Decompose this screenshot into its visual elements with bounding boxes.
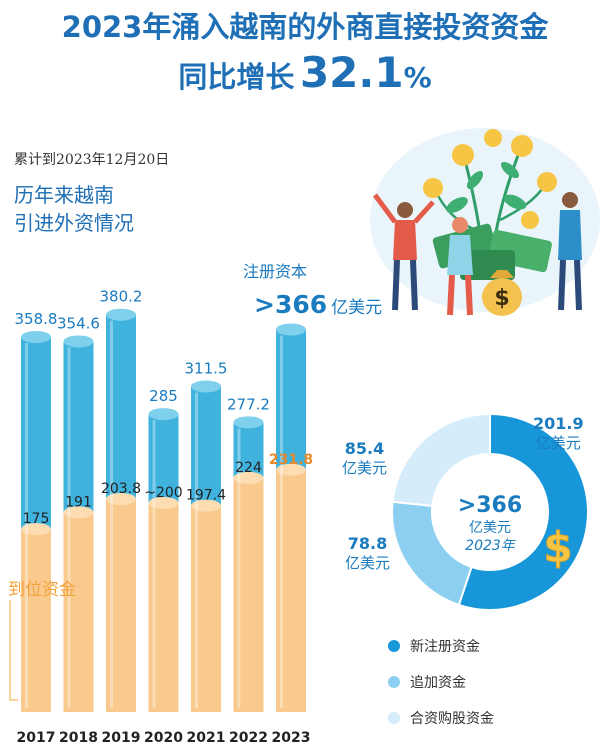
registered-total-value: >366 bbox=[254, 290, 328, 319]
growth-text: 同比增长 bbox=[178, 60, 295, 94]
registered-value-label-2019: 380.2 bbox=[100, 288, 143, 306]
svg-text:$: $ bbox=[494, 286, 509, 311]
slice-value-mna: 85.4 bbox=[344, 439, 385, 458]
bar-shine-2019 bbox=[110, 320, 113, 708]
bar-shine-2021 bbox=[195, 392, 198, 708]
bar-cap-registered-2019 bbox=[106, 308, 136, 321]
donut-center-value: >366 bbox=[458, 493, 522, 518]
bar-shine-2020 bbox=[152, 420, 156, 708]
bar-cap-paid-2021 bbox=[191, 499, 221, 512]
paid-value-label-2017: 175 bbox=[23, 511, 50, 527]
bar-cap-paid-2022 bbox=[233, 471, 264, 484]
donut-chart: >366 亿美元 2023年 $ bbox=[390, 412, 590, 616]
legend-label-new: 新注册资金 bbox=[410, 639, 480, 655]
bar-cap-paid-2023 bbox=[276, 463, 306, 476]
slice-unit-add: 亿美元 bbox=[345, 554, 391, 572]
subtitle-line-2: 引进外资情况 bbox=[14, 211, 134, 235]
slice-unit-new: 亿美元 bbox=[535, 434, 581, 452]
bar-paid-2017 bbox=[21, 529, 51, 712]
dollar-icon: $ bbox=[543, 523, 572, 572]
paid-value-label-2019: 203.8 bbox=[101, 481, 141, 497]
donut-center-year: 2023年 bbox=[465, 538, 517, 554]
bar-paid-2019 bbox=[106, 499, 136, 712]
bar-shine-2022 bbox=[237, 428, 241, 708]
x-tick-label-2018: 2018 bbox=[59, 730, 98, 746]
person-left bbox=[372, 193, 435, 311]
subtitle-line-1: 历年来越南 bbox=[14, 183, 114, 207]
legend-dot-add bbox=[388, 676, 400, 688]
legend-item-add: 追加资金 bbox=[388, 664, 494, 700]
paid-capital-label: 到位资金 bbox=[8, 580, 76, 600]
bar-cap-registered-2022 bbox=[233, 416, 264, 429]
bar-chart: 358.8 175 2017 354.6 191 2018 380.2 203.8 2019 28… bbox=[9, 288, 313, 746]
donut-slice-0 bbox=[457, 412, 589, 611]
bar-shine-2017 bbox=[25, 343, 28, 708]
registered-value-label-2017: 358.8 bbox=[15, 310, 58, 328]
bar-shine-2018 bbox=[67, 347, 71, 708]
legend-item-mna: 合资购股资金 bbox=[388, 700, 494, 736]
money-bag-icon: $ bbox=[482, 270, 522, 316]
subtitle: 历年来越南 引进外资情况 bbox=[14, 181, 134, 237]
x-tick-label-2017: 2017 bbox=[17, 730, 56, 746]
bar-shine-2023 bbox=[280, 335, 283, 708]
paid-value-label-2023: 231.8 bbox=[269, 452, 313, 468]
bar-cap-paid-2020 bbox=[148, 497, 179, 509]
slice-unit-mna: 亿美元 bbox=[342, 459, 388, 477]
title-line-2: 同比增长 32.1% bbox=[0, 48, 610, 97]
bar-paid-2018 bbox=[63, 512, 94, 712]
paid-value-label-2020: ~200 bbox=[144, 485, 182, 501]
registered-value-label-2018: 354.6 bbox=[57, 314, 100, 332]
people-illustration: $ bbox=[370, 128, 600, 316]
x-tick-label-2021: 2021 bbox=[187, 730, 226, 746]
bar-paid-2022 bbox=[233, 477, 264, 712]
donut-legend: 新注册资金 追加资金 合资购股资金 bbox=[388, 628, 494, 736]
bar-paid-2020 bbox=[148, 503, 179, 712]
registered-value-label-2022: 277.2 bbox=[227, 395, 270, 413]
donut-slice-2 bbox=[391, 412, 491, 508]
bar-paid-2023 bbox=[276, 469, 306, 712]
person-middle bbox=[447, 217, 473, 316]
legend-label-add: 追加资金 bbox=[410, 675, 466, 691]
bar-cap-registered-2018 bbox=[63, 335, 94, 348]
registered-total-unit: 亿美元 bbox=[331, 298, 383, 318]
donut-center-unit: 亿美元 bbox=[469, 520, 511, 536]
x-tick-label-2020: 2020 bbox=[144, 730, 183, 746]
growth-number: 32.1 bbox=[299, 48, 404, 97]
paid-value-label-2018: 191 bbox=[65, 494, 92, 510]
legend-dot-mna bbox=[388, 712, 400, 724]
title-line-1: 2023年涌入越南的外商直接投资资金 bbox=[61, 10, 549, 44]
slice-label-new: 201.9 亿美元 bbox=[533, 414, 584, 453]
growth-percent: % bbox=[403, 61, 432, 94]
bar-cap-registered-2020 bbox=[148, 408, 179, 421]
x-tick-label-2019: 2019 bbox=[102, 730, 141, 746]
money-plant bbox=[423, 129, 557, 281]
bar-cap-registered-2017 bbox=[21, 331, 51, 344]
paid-value-label-2021: 197.4 bbox=[186, 488, 226, 504]
paid-value-label-2022: 224 bbox=[235, 460, 262, 476]
registered-value-label-2020: 285 bbox=[149, 387, 178, 405]
x-tick-label-2023: 2023 bbox=[272, 730, 311, 746]
registered-capital-label: 注册资本 bbox=[243, 262, 308, 281]
slice-label-mna: 85.4 亿美元 bbox=[342, 439, 387, 478]
date-note: 累计到2023年12月20日 bbox=[14, 152, 170, 168]
bar-cap-registered-2021 bbox=[191, 380, 221, 393]
slice-label-add: 78.8 亿美元 bbox=[345, 534, 390, 573]
registered-value-label-2021: 311.5 bbox=[185, 359, 228, 377]
person-right bbox=[558, 192, 582, 311]
legend-dot-new bbox=[388, 640, 400, 652]
bar-cap-paid-2018 bbox=[63, 506, 94, 519]
x-tick-label-2022: 2022 bbox=[229, 730, 268, 746]
bar-cap-paid-2019 bbox=[106, 493, 136, 506]
paid-bracket bbox=[9, 600, 18, 701]
bar-paid-2021 bbox=[191, 505, 221, 712]
registered-total: >366 亿美元 bbox=[254, 290, 382, 319]
bar-cap-registered-2023 bbox=[276, 323, 306, 336]
bar-cap-paid-2017 bbox=[21, 523, 51, 536]
slice-value-add: 78.8 bbox=[347, 534, 388, 553]
legend-item-new: 新注册资金 bbox=[388, 628, 494, 664]
slice-value-new: 201.9 bbox=[533, 414, 584, 433]
legend-label-mna: 合资购股资金 bbox=[410, 711, 494, 727]
